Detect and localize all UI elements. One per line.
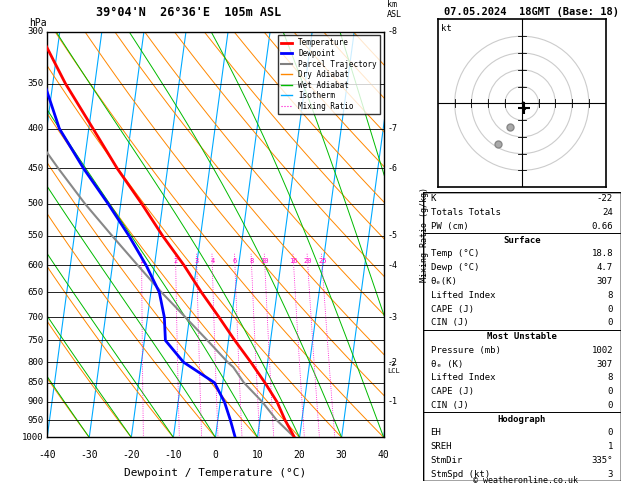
Text: -1: -1 <box>387 398 398 406</box>
Legend: Temperature, Dewpoint, Parcel Trajectory, Dry Adiabat, Wet Adiabat, Isotherm, Mi: Temperature, Dewpoint, Parcel Trajectory… <box>277 35 380 114</box>
Text: 850: 850 <box>28 378 44 387</box>
Text: 2: 2 <box>174 258 178 264</box>
Text: 500: 500 <box>28 199 44 208</box>
Text: 1000: 1000 <box>22 433 44 442</box>
Text: EH: EH <box>431 429 442 437</box>
Text: 750: 750 <box>28 336 44 345</box>
Text: PW (cm): PW (cm) <box>431 222 468 231</box>
Text: CIN (J): CIN (J) <box>431 318 468 327</box>
Text: 4: 4 <box>210 258 214 264</box>
Text: 20: 20 <box>304 258 312 264</box>
Text: 18.8: 18.8 <box>591 249 613 259</box>
Text: 650: 650 <box>28 288 44 296</box>
Text: -4: -4 <box>387 260 398 270</box>
Text: Dewp (°C): Dewp (°C) <box>431 263 479 272</box>
Text: -5: -5 <box>387 231 398 241</box>
Text: 400: 400 <box>28 124 44 133</box>
Text: 3: 3 <box>608 470 613 479</box>
Text: -22: -22 <box>597 194 613 203</box>
Text: 8: 8 <box>608 291 613 300</box>
Text: 3: 3 <box>195 258 199 264</box>
Text: Most Unstable: Most Unstable <box>487 332 557 341</box>
Text: 0: 0 <box>608 401 613 410</box>
Text: 24: 24 <box>602 208 613 217</box>
Text: -20: -20 <box>123 450 140 460</box>
Text: 450: 450 <box>28 164 44 173</box>
Text: -10: -10 <box>165 450 182 460</box>
Text: Pressure (mb): Pressure (mb) <box>431 346 501 355</box>
Text: θₑ (K): θₑ (K) <box>431 360 463 368</box>
Text: 1: 1 <box>140 258 144 264</box>
Text: kt: kt <box>442 24 452 34</box>
Text: hPa: hPa <box>29 17 47 28</box>
Text: -40: -40 <box>38 450 56 460</box>
Text: SREH: SREH <box>431 442 452 451</box>
Text: Temp (°C): Temp (°C) <box>431 249 479 259</box>
Text: CAPE (J): CAPE (J) <box>431 305 474 313</box>
Text: Lifted Index: Lifted Index <box>431 291 495 300</box>
Text: 25: 25 <box>318 258 326 264</box>
Text: 350: 350 <box>28 79 44 88</box>
Text: 1002: 1002 <box>591 346 613 355</box>
Text: CIN (J): CIN (J) <box>431 401 468 410</box>
Text: 39°04'N  26°36'E  105m ASL: 39°04'N 26°36'E 105m ASL <box>96 6 281 19</box>
Text: Totals Totals: Totals Totals <box>431 208 501 217</box>
Text: -2
LCL: -2 LCL <box>387 361 401 374</box>
Text: 950: 950 <box>28 416 44 425</box>
Text: Surface: Surface <box>503 236 540 244</box>
Text: 20: 20 <box>294 450 306 460</box>
Text: 6: 6 <box>233 258 237 264</box>
Text: Hodograph: Hodograph <box>498 415 546 424</box>
Text: -6: -6 <box>387 164 398 173</box>
Text: StmSpd (kt): StmSpd (kt) <box>431 470 490 479</box>
Text: 30: 30 <box>336 450 347 460</box>
Text: 800: 800 <box>28 358 44 367</box>
Text: 600: 600 <box>28 260 44 270</box>
Text: 300: 300 <box>28 27 44 36</box>
Text: 335°: 335° <box>591 456 613 465</box>
Text: 0: 0 <box>608 387 613 396</box>
Text: km
ASL: km ASL <box>387 0 402 19</box>
Text: 07.05.2024  18GMT (Base: 18): 07.05.2024 18GMT (Base: 18) <box>444 7 619 17</box>
Text: θₑ(K): θₑ(K) <box>431 277 457 286</box>
Text: -8: -8 <box>387 27 398 36</box>
Text: 10: 10 <box>260 258 269 264</box>
Text: Mixing Ratio (g/kg): Mixing Ratio (g/kg) <box>420 187 428 282</box>
Text: 40: 40 <box>378 450 389 460</box>
Text: © weatheronline.co.uk: © weatheronline.co.uk <box>473 475 577 485</box>
Text: 4.7: 4.7 <box>597 263 613 272</box>
Text: 0: 0 <box>608 305 613 313</box>
Text: 307: 307 <box>597 277 613 286</box>
Text: 0: 0 <box>608 318 613 327</box>
Text: 10: 10 <box>252 450 264 460</box>
Text: -2: -2 <box>387 358 398 367</box>
Text: 1: 1 <box>608 442 613 451</box>
Text: -30: -30 <box>81 450 98 460</box>
Text: CAPE (J): CAPE (J) <box>431 387 474 396</box>
Text: 8: 8 <box>608 373 613 382</box>
Text: StmDir: StmDir <box>431 456 463 465</box>
Text: -3: -3 <box>387 312 398 322</box>
Text: K: K <box>431 194 436 203</box>
Text: Dewpoint / Temperature (°C): Dewpoint / Temperature (°C) <box>125 468 306 478</box>
Text: 550: 550 <box>28 231 44 241</box>
Text: 8: 8 <box>250 258 253 264</box>
Text: 900: 900 <box>28 398 44 406</box>
Text: 700: 700 <box>28 312 44 322</box>
Text: 0: 0 <box>608 429 613 437</box>
Text: 0.66: 0.66 <box>591 222 613 231</box>
Text: -7: -7 <box>387 124 398 133</box>
Text: Lifted Index: Lifted Index <box>431 373 495 382</box>
Text: 16: 16 <box>289 258 298 264</box>
Text: 307: 307 <box>597 360 613 368</box>
Text: 0: 0 <box>213 450 218 460</box>
